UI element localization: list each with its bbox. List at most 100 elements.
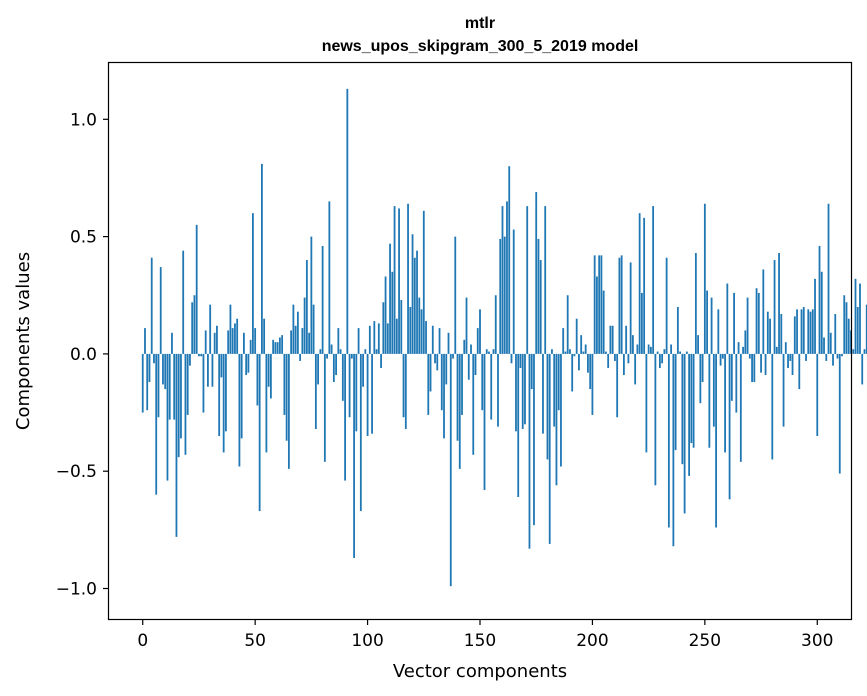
bar [751,353,753,383]
bar [575,318,578,354]
bar [234,323,236,354]
bar [303,297,306,354]
bar [856,306,859,354]
bar [296,311,299,354]
bar [791,353,794,376]
bar [276,342,279,354]
bar [746,297,749,354]
bar [445,353,448,385]
bar [533,353,535,526]
bar [652,206,655,354]
bar [236,318,239,354]
bar [323,353,326,462]
bar [146,353,149,411]
bar [312,304,315,354]
bar [510,353,513,364]
bar [162,353,164,385]
bar [683,353,686,514]
bar [551,349,553,354]
chart-subtitle: news_upos_skipgram_300_5_2019 model [322,38,639,55]
bar [180,353,182,439]
y-axis-ticks: −1.0 −0.5 0.0 0.5 1.0 [56,110,109,600]
x-tick-label: 100 [351,631,383,651]
bar [488,351,490,354]
bar [353,353,355,558]
bar [150,257,153,354]
bar [784,342,787,354]
bar [663,349,666,354]
bar [225,353,227,432]
bar [252,213,254,354]
bar [458,353,461,469]
bar [710,297,713,354]
bar [380,353,382,368]
bar [737,342,740,354]
bar [688,353,691,476]
bar [472,353,475,455]
bar [800,309,803,354]
bar [285,353,288,441]
bar [366,353,369,437]
bar [436,353,439,371]
y-tick-label: 0.5 [70,228,97,248]
bar [580,335,583,354]
bar [501,206,504,354]
bar [398,208,400,354]
bar [843,295,846,354]
bar [852,349,855,354]
bar [364,349,367,354]
bar [182,250,185,354]
bar [798,353,801,390]
bar [479,309,481,354]
bar [454,236,457,354]
bar [816,353,819,437]
bar [667,353,670,528]
bar [258,353,261,512]
bar [157,353,160,418]
bar [807,309,810,354]
bar [605,351,607,354]
bar [672,353,675,547]
bar [465,297,468,354]
bar [348,353,351,418]
bar [834,314,837,354]
bar [620,255,623,354]
bar [425,321,427,354]
bar [609,325,612,354]
bar [607,353,610,368]
bar [701,353,704,383]
bar [362,353,364,387]
y-axis-label: Components values [13,252,34,430]
bar [557,353,560,411]
bar [571,353,574,392]
bar [658,353,661,368]
bar [562,328,565,354]
bar [249,339,252,354]
bar [319,349,322,354]
bar [375,349,378,354]
bar [847,318,850,354]
y-tick-label: 1.0 [70,110,97,130]
bar [546,353,549,460]
bar [186,353,189,415]
bar [508,166,511,354]
bar [467,353,470,380]
bar [582,351,585,354]
bar [712,353,715,427]
bar [681,353,684,465]
bar [632,335,634,354]
bar [330,344,333,354]
bar [393,206,396,354]
bar [578,353,580,371]
bar [757,292,760,354]
bar [359,353,362,512]
bar [243,332,245,354]
bar [416,250,418,354]
bar [227,330,230,354]
bar [267,353,270,387]
bar [778,253,780,354]
bar [560,353,562,467]
bar [787,353,789,368]
bar [789,353,792,361]
bar [706,290,708,354]
